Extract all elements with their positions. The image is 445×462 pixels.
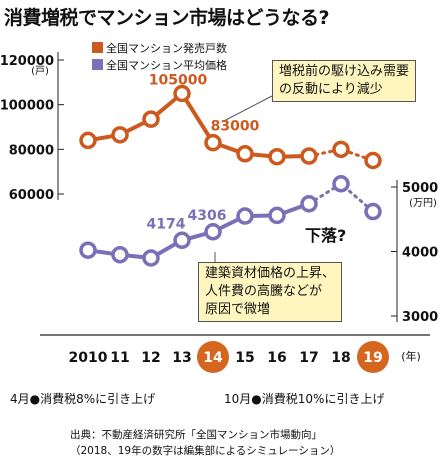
x-tick-label: 17 (299, 350, 318, 366)
note-april-prefix: 4月 (10, 392, 30, 406)
series-line-1 (87, 91, 310, 159)
data-point (79, 131, 97, 150)
data-label: 4306 (188, 208, 227, 224)
data-point (111, 126, 129, 144)
note-october-text: 消費税10%に引き上げ (261, 392, 385, 406)
x-tick-label: 13 (172, 350, 191, 366)
right-tick-label: 4000 (402, 246, 438, 261)
right-axis-unit: (万円) (409, 198, 437, 209)
left-axis-unit: (戸) (31, 65, 49, 77)
callout-increase-line-3: 原因で微増 (205, 302, 271, 317)
x-axis-unit: (年) (401, 349, 421, 363)
legend-label-units: 全国マンション発売戸数 (106, 42, 227, 55)
year-highlight-circle (197, 341, 229, 373)
axes: 120000 100000 80000 60000 (戸) 5000 4000 3000 (万円… (0, 52, 438, 336)
x-tick-label: 14 (203, 350, 223, 366)
data-point (204, 223, 222, 241)
data-point (236, 145, 254, 163)
data-point (111, 245, 129, 264)
connector-top (221, 95, 273, 123)
legend-swatch-units (92, 42, 103, 53)
x-tick-label: 12 (141, 350, 160, 366)
data-point (173, 231, 191, 250)
x-tick-label: 19 (363, 350, 382, 366)
data-point (142, 110, 160, 128)
legend-swatch-price (92, 59, 103, 70)
callout-increase-line-2: 人件費の高騰などが (205, 284, 323, 299)
callout-decrease-line-1: 増税前の駆け込み需要 (279, 64, 410, 79)
source-line-1: 出典：不動産経済研究所「全国マンション市場動向」 (70, 429, 322, 441)
legend-label-price: 全国マンション平均価格 (106, 59, 227, 72)
x-tick-label: 2010 (69, 350, 108, 366)
down-label: 下落? (305, 226, 347, 245)
data-point (268, 147, 286, 166)
note-october-prefix: 10月 (224, 392, 252, 406)
data-point (268, 206, 286, 225)
series-line-projected-1 (307, 147, 375, 162)
note-october: 10月●消費税10%に引き上げ (224, 390, 384, 407)
x-axis-labels: 2010 11 12 13 14 15 16 17 18 19 (年) (69, 341, 421, 373)
data-point (300, 195, 318, 213)
data-point (236, 207, 254, 225)
data-point (364, 151, 382, 170)
callout-decrease-line-2: の反動により減少 (279, 82, 383, 97)
x-tick-label: 18 (331, 350, 350, 366)
data-label: 83000 (211, 119, 260, 135)
note-april-text: 消費税8%に引き上げ (40, 392, 156, 406)
right-tick-label: 5000 (402, 181, 438, 196)
data-point (332, 175, 350, 193)
data-point (142, 249, 160, 267)
data-label: 4174 (147, 216, 186, 232)
left-tick-label: 120000 (0, 54, 54, 69)
page-title: 消費増税でマンション市場はどうなる? (4, 7, 330, 29)
data-point (300, 147, 318, 165)
legend-item-price: 全国マンション平均価格 (92, 57, 227, 73)
data-label: 105000 (149, 73, 208, 89)
x-tick-label: 16 (267, 350, 286, 366)
legend-item-units: 全国マンション発売戸数 (92, 40, 227, 56)
data-point (173, 84, 191, 103)
left-tick-label: 60000 (9, 188, 54, 203)
left-tick-label: 80000 (9, 143, 54, 158)
note-april: 4月●消費税8%に引き上げ (10, 390, 155, 407)
data-point (204, 133, 222, 152)
bullet-icon: ● (29, 392, 41, 406)
data-point (364, 202, 382, 221)
callout-decrease: 増税前の駆け込み需要 の反動により減少 (272, 60, 417, 102)
left-tick-label: 100000 (0, 99, 54, 114)
bullet-icon: ● (251, 392, 262, 406)
year-highlight-circle (357, 341, 389, 373)
x-tick-label: 15 (235, 350, 254, 366)
source-line-2: （2018、19年の数字は編集部によるシミュレーション） (70, 445, 341, 457)
data-point (332, 140, 350, 159)
right-tick-label: 3000 (402, 310, 438, 325)
callout-increase-line-1: 建築資材価格の上昇、 (205, 266, 336, 281)
callout-increase: 建築資材価格の上昇、 人件費の高騰などが 原因で微増 (198, 262, 343, 322)
data-point (79, 241, 97, 259)
x-tick-label: 11 (110, 350, 129, 366)
